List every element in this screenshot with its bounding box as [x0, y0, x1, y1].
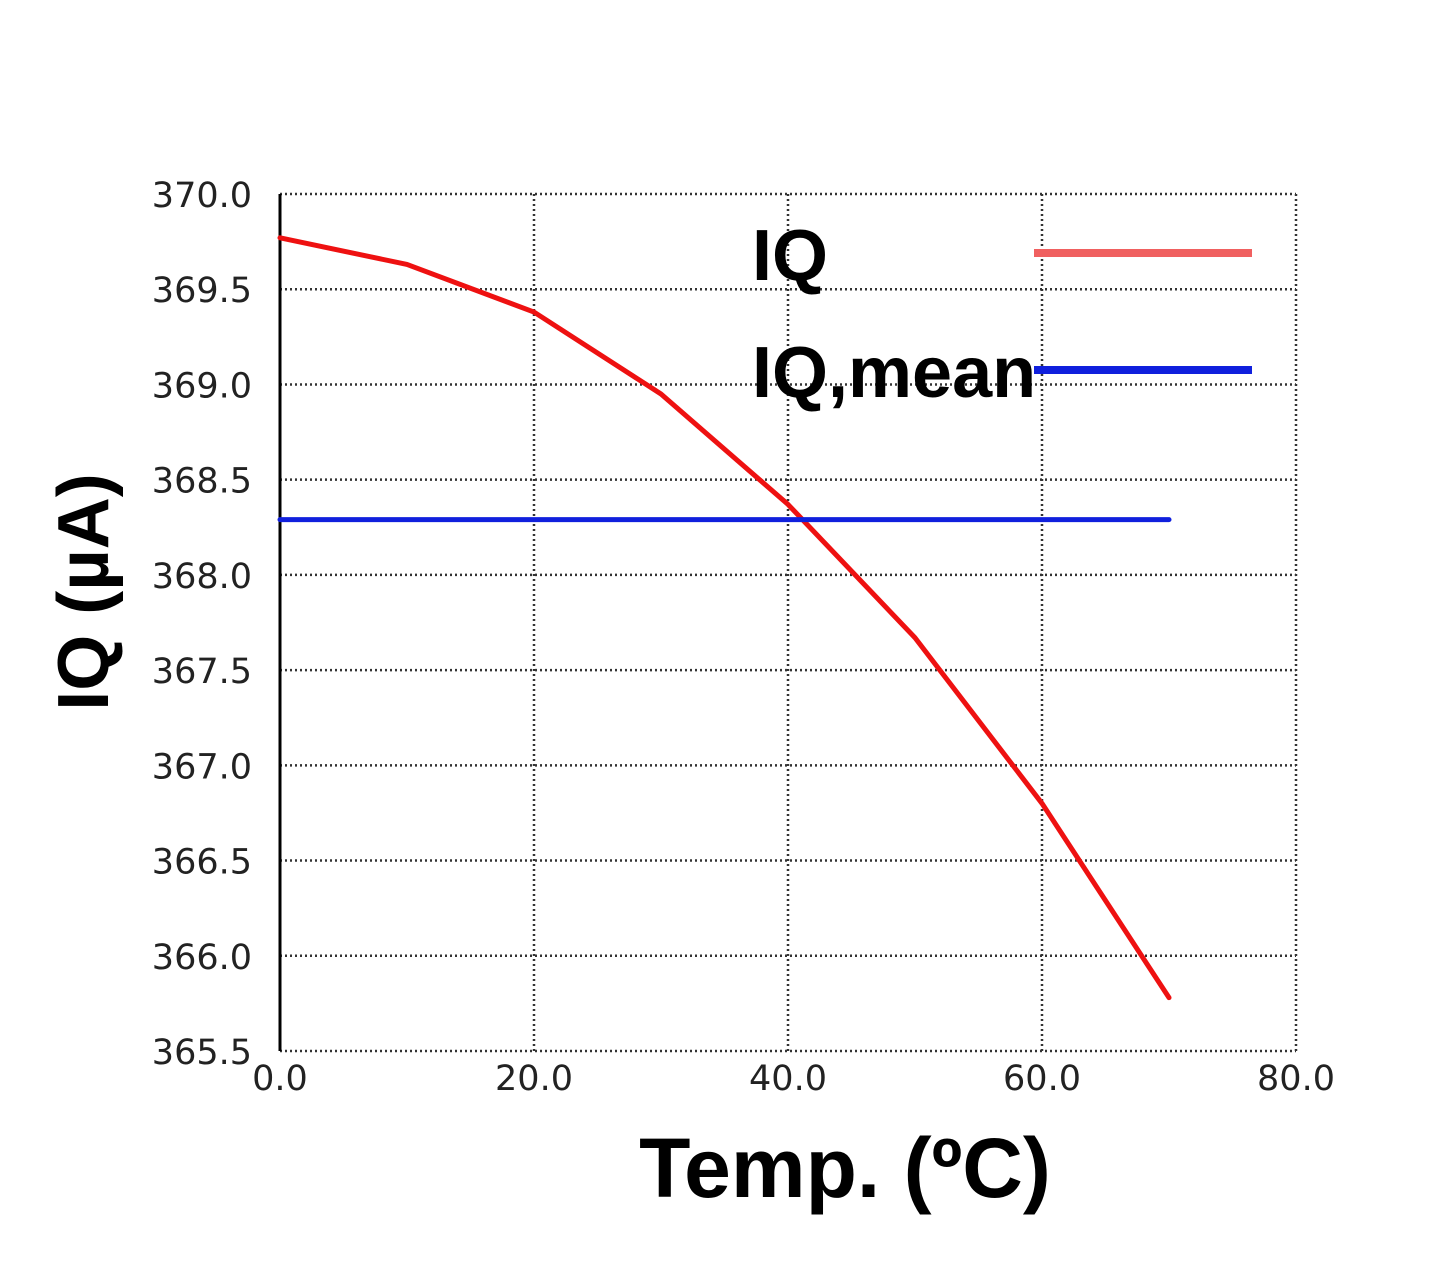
series-line-iq — [277, 235, 1172, 1001]
x-axis-title: Temp. (ºC) — [639, 1121, 1051, 1215]
y-tick-label: 367.0 — [152, 747, 252, 787]
y-tick-label: 367.5 — [152, 652, 252, 692]
legend-label: IQ — [752, 216, 828, 296]
legend: IQ IQ,mean — [752, 216, 1252, 413]
x-tick-label: 20.0 — [495, 1059, 573, 1099]
grid-lines — [278, 192, 1298, 1053]
y-tick-label: 366.5 — [152, 843, 252, 883]
y-tick-label: 366.0 — [152, 938, 252, 978]
x-tick-label: 0.0 — [252, 1059, 308, 1099]
y-axis-title: IQ (µA) — [44, 473, 124, 710]
y-tick-label: 368.5 — [152, 462, 252, 502]
x-tick-label: 60.0 — [1003, 1059, 1081, 1099]
y-tick-label: 368.0 — [152, 557, 252, 597]
y-tick-labels: 365.5 366.0 366.5 367.0 367.5 368.0 368.5 369.0… — [152, 176, 252, 1073]
y-tick-label: 369.5 — [152, 271, 252, 311]
series-lines — [277, 235, 1172, 1001]
y-tick-label: 365.5 — [152, 1033, 252, 1073]
x-tick-label: 40.0 — [749, 1059, 827, 1099]
x-tick-label: 80.0 — [1257, 1059, 1335, 1099]
y-tick-label: 369.0 — [152, 366, 252, 406]
y-tick-label: 370.0 — [152, 176, 252, 216]
legend-label: IQ,mean — [752, 333, 1036, 413]
x-tick-labels: 0.0 20.0 40.0 60.0 80.0 — [252, 1059, 1335, 1099]
